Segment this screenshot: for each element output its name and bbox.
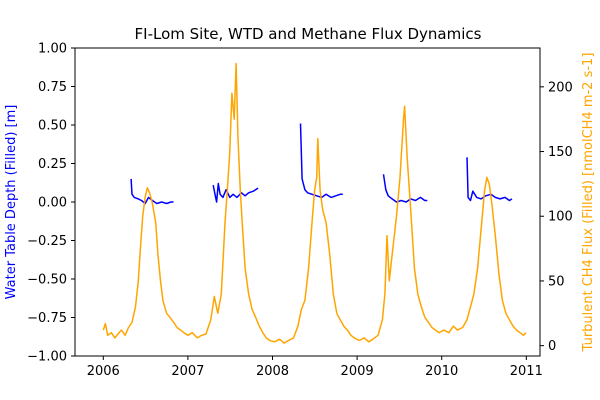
left-y-tick-label: −0.75 [27, 311, 67, 326]
x-tick-label: 2009 [341, 364, 374, 379]
water-table-depth-line [130, 123, 513, 205]
right-y-tick-label: 150 [548, 145, 573, 160]
left-y-tick-label: −0.25 [27, 234, 67, 249]
left-y-tick-label: 0.00 [38, 196, 67, 211]
axes: 2006 2007 2008 2009 2010 2011 −1.00 −0.75 −0.50 −… [27, 42, 573, 380]
right-axis-label: Turbulent CH4 Flux (Filled) [nmolCH4 m-2… [581, 53, 596, 353]
left-axis-label: Water Table Depth (Filled) [m] [4, 105, 19, 300]
right-y-tick-label: 0 [548, 339, 556, 354]
x-tick-label: 2011 [510, 364, 543, 379]
left-y-tick-label: −1.00 [27, 350, 67, 365]
chart-title: FI-Lom Site, WTD and Methane Flux Dynami… [135, 25, 482, 43]
right-y-tick-label: 50 [548, 274, 565, 289]
x-tick-label: 2008 [256, 364, 289, 379]
ch4-flux-line [102, 62, 527, 344]
x-tick-label: 2006 [87, 364, 120, 379]
right-y-tick-label: 100 [548, 210, 573, 225]
plot-lines [102, 62, 527, 344]
x-tick-label: 2007 [171, 364, 204, 379]
left-y-tick-label: 0.75 [38, 80, 67, 95]
right-y-tick-label: 200 [548, 80, 573, 95]
x-tick-label: 2010 [425, 364, 458, 379]
left-y-tick-label: 0.50 [38, 119, 67, 134]
left-y-tick-label: −0.50 [27, 273, 67, 288]
left-y-tick-label: 1.00 [38, 42, 67, 57]
left-y-tick-label: 0.25 [38, 157, 67, 172]
